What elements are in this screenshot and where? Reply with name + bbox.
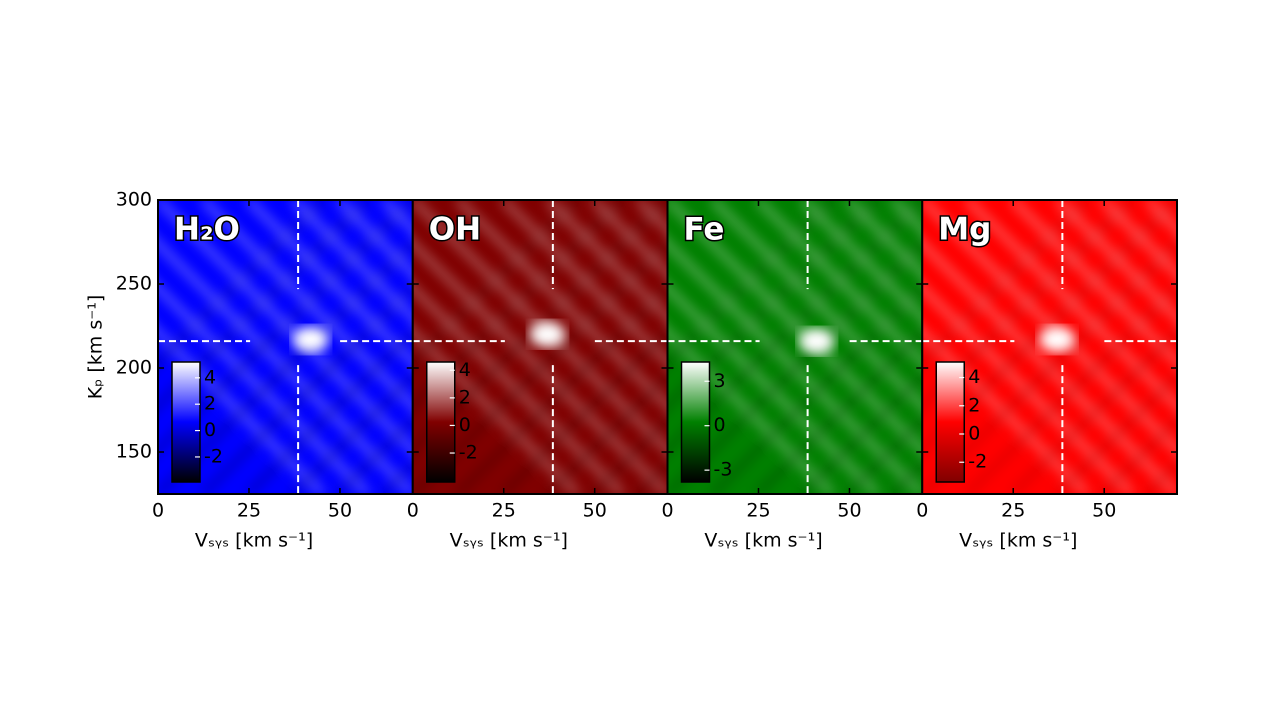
x-tick-label: 25	[746, 500, 770, 522]
streak	[200, 282, 413, 494]
streak	[412, 200, 668, 456]
streak	[335, 200, 413, 279]
x-axis-label: Vₛᵧₛ [km s⁻¹]	[195, 530, 313, 552]
panel-title: OH	[429, 212, 481, 248]
streak	[1192, 200, 1275, 494]
streak	[412, 238, 668, 494]
y-axis-label: Kₚ [km s⁻¹]	[85, 295, 107, 400]
streak	[454, 282, 668, 494]
colorbar-tick-label: -2	[968, 451, 987, 473]
streak	[158, 200, 326, 368]
panel-title: Mg	[938, 212, 991, 248]
panel: 0 25 50 150 200 250 300 H₂O Vₛᵧₛ [km s⁻¹] Kₚ [km …	[85, 189, 414, 552]
streak	[545, 200, 668, 323]
y-tick-label: 300	[116, 189, 152, 211]
texture	[412, 200, 668, 494]
streak	[845, 200, 923, 279]
peak	[1038, 326, 1075, 353]
streak	[922, 200, 1136, 412]
x-tick-label: 25	[1001, 500, 1025, 522]
streak	[1054, 371, 1177, 494]
colorbar-tick-label: 4	[204, 366, 216, 388]
panel-title: Fe	[684, 212, 725, 248]
streak	[1099, 200, 1177, 279]
y-tick-label: 250	[116, 273, 152, 295]
colorbar-tick-label: 0	[204, 419, 216, 441]
streak	[922, 200, 1091, 368]
streak	[799, 371, 923, 494]
colorbar-tick-label: 0	[968, 423, 980, 445]
heatmap	[922, 200, 1275, 494]
x-axis-label: Vₛᵧₛ [km s⁻¹]	[450, 530, 568, 552]
streak	[1054, 200, 1177, 323]
streak	[1192, 200, 1275, 494]
y-tick-label: 150	[116, 441, 152, 463]
streak	[667, 200, 836, 368]
streak	[158, 200, 413, 456]
x-tick-label: 0	[152, 500, 164, 522]
streak	[589, 415, 668, 494]
streak	[844, 415, 923, 494]
streak	[158, 200, 371, 412]
streak	[290, 371, 413, 494]
panel-title: H₂O	[174, 212, 240, 248]
streak	[590, 200, 668, 279]
streak	[922, 238, 1177, 494]
streak	[667, 200, 923, 456]
y-tick-label: 200	[116, 357, 152, 379]
colorbar-tick-label: 0	[459, 414, 471, 436]
x-tick-label: 0	[407, 500, 419, 522]
heatmap	[158, 200, 413, 494]
peak	[798, 328, 835, 355]
x-axis-label: Vₛᵧₛ [km s⁻¹]	[959, 530, 1077, 552]
colorbar-tick-label: -3	[714, 459, 733, 481]
colorbar-tick-label: -2	[459, 442, 478, 464]
streak	[335, 415, 413, 494]
x-tick-label: 0	[661, 500, 673, 522]
panel: 0 25 50 OH Vₛᵧₛ [km s⁻¹] 4 2 0 -2	[407, 199, 669, 552]
colorbar-tick-label: 2	[968, 394, 980, 416]
heatmap	[667, 200, 923, 494]
streak	[412, 200, 581, 368]
streak	[964, 282, 1177, 494]
panel: 0 25 50 Mg Vₛᵧₛ [km s⁻¹] 4 2 0 -2	[916, 199, 1275, 552]
peak	[292, 326, 329, 353]
colorbar-tick-label: 4	[968, 366, 980, 388]
x-axis-label: Vₛᵧₛ [km s⁻¹]	[704, 530, 822, 552]
colorbar	[171, 361, 201, 483]
streak	[709, 282, 923, 494]
colorbar-tick-label: 2	[459, 386, 471, 408]
x-tick-label: 0	[916, 500, 928, 522]
x-tick-label: 50	[1092, 500, 1116, 522]
colorbar-tick-label: 2	[204, 393, 216, 415]
streak	[412, 200, 626, 412]
streak	[667, 200, 881, 412]
colorbar-tick-label: 4	[459, 359, 471, 381]
x-tick-label: 25	[237, 500, 261, 522]
streak	[290, 200, 413, 323]
streak	[1099, 415, 1177, 494]
x-tick-label: 25	[492, 500, 516, 522]
colorbar	[680, 361, 711, 483]
peak	[529, 321, 566, 348]
colorbar-tick-label: 3	[714, 370, 726, 392]
colorbar	[426, 361, 456, 483]
colorbar	[935, 361, 965, 483]
colorbar-tick-label: 0	[714, 414, 726, 436]
streak	[544, 371, 668, 494]
colorbar-tick-label: -2	[204, 445, 223, 467]
x-tick-label: 50	[328, 500, 352, 522]
streak	[800, 200, 923, 323]
frame	[921, 199, 1178, 495]
streak	[922, 200, 1177, 456]
panel: 0 25 50 Fe Vₛᵧₛ [km s⁻¹] 3 0 -3	[661, 199, 924, 552]
x-tick-label: 50	[837, 500, 861, 522]
x-tick-label: 50	[583, 500, 607, 522]
